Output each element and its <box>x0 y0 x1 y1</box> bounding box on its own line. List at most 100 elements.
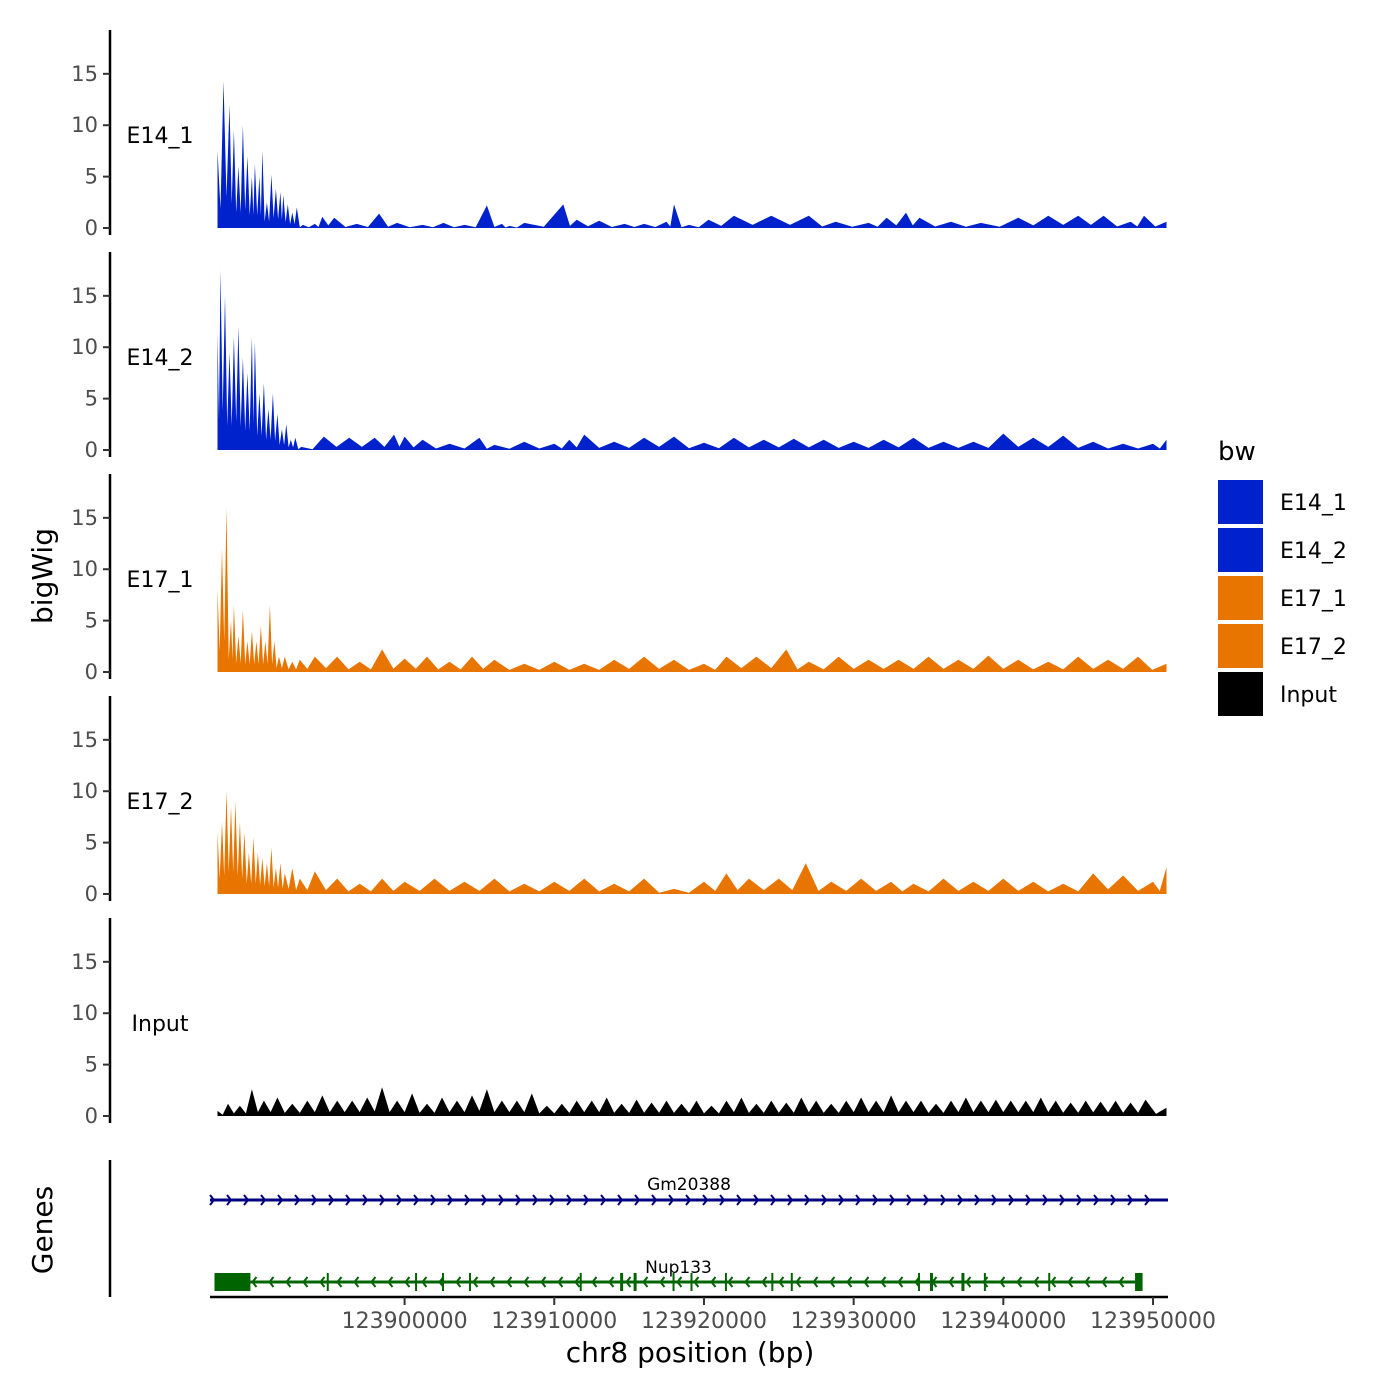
y-tick-label: 15 <box>71 284 98 308</box>
exon <box>1048 1273 1051 1291</box>
strand-chevron <box>353 1276 360 1288</box>
strand-chevron <box>489 1276 496 1288</box>
strand-chevron <box>965 1276 972 1288</box>
strand-chevron <box>311 1194 318 1206</box>
strand-chevron <box>710 1276 717 1288</box>
strand-chevron <box>634 1194 641 1206</box>
exon <box>326 1273 329 1291</box>
strand-chevron <box>957 1194 964 1206</box>
strand-chevron <box>693 1276 700 1288</box>
strand-chevron <box>1067 1276 1074 1288</box>
strand-chevron <box>889 1194 896 1206</box>
y-tick-label: 10 <box>71 113 98 137</box>
strand-chevron <box>880 1276 887 1288</box>
legend-key <box>1218 672 1263 716</box>
strand-chevron <box>1110 1194 1117 1206</box>
strand-chevron <box>583 1194 590 1206</box>
legend-key <box>1218 624 1263 668</box>
strand-chevron <box>557 1276 564 1288</box>
exon <box>771 1273 774 1291</box>
y-tick-label: 5 <box>85 1053 98 1077</box>
track-E17_1: 0 5 10 15 E17_1 <box>71 474 1167 684</box>
strand-chevron <box>260 1194 267 1206</box>
strand-chevron <box>897 1276 904 1288</box>
strand-chevron <box>736 1194 743 1206</box>
strand-chevron <box>625 1276 632 1288</box>
strand-chevron <box>999 1276 1006 1288</box>
y-axis-title: bigWig <box>26 528 59 624</box>
signal-area <box>217 270 1167 450</box>
strand-chevron <box>1118 1276 1125 1288</box>
exon <box>633 1273 637 1291</box>
strand-chevron <box>362 1194 369 1206</box>
legend-key <box>1218 528 1263 572</box>
strand-chevron <box>770 1194 777 1206</box>
legend-label: Input <box>1280 683 1337 708</box>
strand-chevron <box>1084 1276 1091 1288</box>
strand-chevron <box>370 1276 377 1288</box>
exon <box>579 1273 582 1291</box>
strand-chevron <box>829 1276 836 1288</box>
strand-chevron <box>804 1194 811 1206</box>
strand-chevron <box>1076 1194 1083 1206</box>
gene-label: Gm20388 <box>647 1175 731 1195</box>
strand-chevron <box>812 1276 819 1288</box>
strand-chevron <box>277 1194 284 1206</box>
strand-chevron <box>226 1194 233 1206</box>
signal-area <box>217 81 1167 228</box>
strand-chevron <box>294 1194 301 1206</box>
strand-chevron <box>702 1194 709 1206</box>
strand-chevron <box>243 1194 250 1206</box>
track-label: E14_1 <box>127 124 194 149</box>
legend-label: E14_2 <box>1280 539 1347 564</box>
strand-chevron <box>753 1194 760 1206</box>
exon <box>690 1273 693 1291</box>
strand-chevron <box>651 1194 658 1206</box>
strand-chevron <box>404 1276 411 1288</box>
exon <box>468 1273 471 1291</box>
signal-area <box>217 791 1167 894</box>
strand-chevron <box>481 1194 488 1206</box>
strand-chevron <box>974 1194 981 1206</box>
strand-chevron <box>566 1194 573 1206</box>
legend-title: bw <box>1218 437 1256 467</box>
legend-label: E17_1 <box>1280 587 1347 612</box>
strand-chevron <box>668 1194 675 1206</box>
strand-chevron <box>676 1276 683 1288</box>
track-label: E14_2 <box>127 346 194 371</box>
strand-chevron <box>642 1276 649 1288</box>
genes-panel-title: Genes <box>26 1186 59 1274</box>
y-tick-label: 0 <box>85 660 98 684</box>
y-tick-label: 10 <box>71 1001 98 1025</box>
strand-chevron <box>906 1194 913 1206</box>
strand-chevron <box>1059 1194 1066 1206</box>
signal-area <box>217 507 1167 672</box>
y-tick-label: 0 <box>85 216 98 240</box>
strand-chevron <box>795 1276 802 1288</box>
exon <box>672 1273 675 1291</box>
strand-chevron <box>617 1194 624 1206</box>
strand-chevron <box>1008 1194 1015 1206</box>
strand-chevron <box>540 1276 547 1288</box>
legend-key <box>1218 576 1263 620</box>
strand-chevron <box>532 1194 539 1206</box>
strand-chevron <box>1093 1194 1100 1206</box>
strand-chevron <box>413 1194 420 1206</box>
strand-chevron <box>1101 1276 1108 1288</box>
strand-chevron <box>778 1276 785 1288</box>
signal-tracks: 0 5 10 15 E14_1 0 5 10 15 E14_2 0 5 10 15 E17_1 0 5 10 15 E… <box>71 30 1167 1128</box>
strand-chevron <box>821 1194 828 1206</box>
y-tick-label: 15 <box>71 62 98 86</box>
signal-area <box>217 1087 1167 1116</box>
track-label: E17_2 <box>127 790 194 815</box>
strand-chevron <box>761 1276 768 1288</box>
x-tick-label: 123950000 <box>1090 1309 1216 1334</box>
y-tick-label: 10 <box>71 779 98 803</box>
exon <box>929 1273 933 1291</box>
legend: bw E14_1 E14_2 E17_1 E17_2 Input <box>1218 437 1347 716</box>
exon <box>961 1273 965 1291</box>
track-E17_2: 0 5 10 15 E17_2 <box>71 696 1167 906</box>
x-tick-label: 123920000 <box>641 1309 767 1334</box>
exon <box>620 1273 624 1291</box>
